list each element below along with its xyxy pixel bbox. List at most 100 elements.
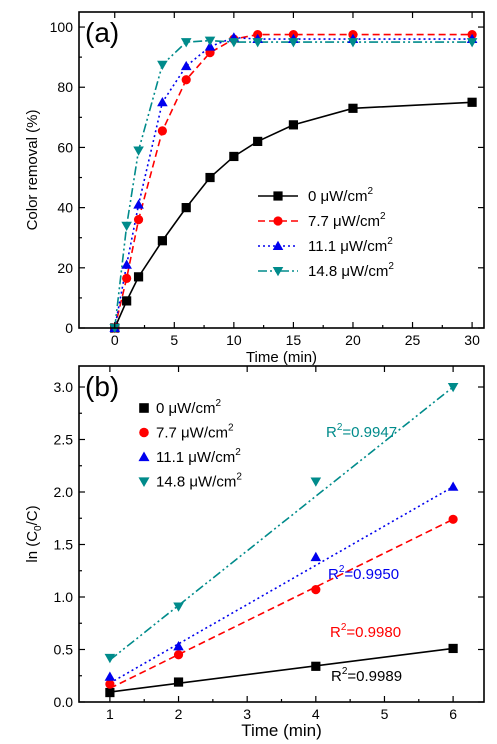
- r2-main: R: [326, 424, 337, 441]
- y-axis-label: Color removal (%): [24, 110, 41, 231]
- legend-entry: 7.7 μW/cm2: [156, 423, 234, 442]
- data-point: [157, 126, 167, 136]
- r2-rest: =0.9980: [346, 624, 401, 641]
- data-point: [253, 136, 263, 147]
- data-point: [448, 514, 458, 524]
- r2-sup: 2: [341, 622, 347, 633]
- data-point: [104, 653, 116, 664]
- data-point: [288, 120, 299, 130]
- x-axis-label: Time (min): [241, 721, 322, 740]
- y-tick-label: 0.5: [54, 642, 74, 658]
- data-point: [348, 103, 358, 113]
- y-tick-label: 2.5: [54, 432, 74, 448]
- data-point: [310, 551, 322, 562]
- data-point: [173, 650, 184, 660]
- y-tick-label: 20: [57, 260, 73, 276]
- series-line: [113, 33, 473, 329]
- x-tick-label: 5: [170, 332, 178, 348]
- series-line: [109, 386, 454, 661]
- legend-entry-sup: 2: [235, 447, 241, 458]
- legend-entry-text: 7.7 μW/cm: [308, 213, 380, 230]
- legend-entry-text: 14.8 μW/cm: [308, 263, 388, 280]
- data-point: [311, 661, 321, 671]
- legend-entry-sup: 2: [367, 186, 373, 197]
- r2-rest: =0.9989: [347, 668, 402, 685]
- legend-marker: [273, 191, 283, 201]
- legend-entry-sup: 2: [387, 236, 393, 247]
- legend-marker: [139, 403, 149, 413]
- r2-annotation: R2=0.9980: [330, 622, 401, 641]
- data-point: [104, 671, 116, 681]
- chart-panel-a: 0 5 10 15 20 25 30 0 20 40 60 80 100 Time (min) Color …: [24, 11, 485, 366]
- data-point: [252, 38, 263, 48]
- data-point: [105, 687, 115, 698]
- r2-rest: =0.9950: [344, 566, 399, 583]
- data-point: [228, 38, 240, 48]
- data-point: [173, 677, 184, 687]
- legend-entry-text: 11.1 μW/cm: [308, 238, 387, 255]
- r2-rest: =0.9947: [342, 424, 397, 441]
- y-axis-label-end: /C): [24, 505, 41, 525]
- legend-entry-text: 7.7 μW/cm: [156, 425, 228, 442]
- legend-entry: 14.8 μW/cm2: [308, 261, 394, 280]
- x-tick-label: 0: [111, 332, 119, 348]
- data-point: [311, 585, 321, 595]
- legend-entry-sup: 2: [388, 261, 394, 272]
- y-tick-label: 1.5: [54, 537, 74, 553]
- legend-entry-sup: 2: [236, 472, 242, 483]
- x-tick-label: 4: [312, 706, 320, 722]
- r2-annotation: R2=0.9947: [326, 422, 397, 441]
- legend-marker: [272, 267, 284, 277]
- series-line: [113, 36, 473, 329]
- data-point: [447, 383, 459, 393]
- y-tick-label: 3.0: [54, 379, 74, 395]
- data-point: [133, 146, 144, 156]
- data-point: [157, 96, 168, 107]
- data-point: [181, 203, 191, 213]
- y-axis-label: ln (C0/C): [24, 505, 44, 562]
- x-tick-label: 1: [106, 706, 114, 722]
- data-point: [121, 221, 132, 231]
- r2-annotation: R2=0.9989: [331, 666, 402, 685]
- data-point: [347, 38, 359, 48]
- y-axis-label-sub: 0: [33, 525, 44, 531]
- x-tick-label: 2: [175, 706, 183, 722]
- series-line: [109, 486, 454, 684]
- legend-entry-text: 0 μW/cm: [156, 400, 215, 417]
- series-line: [109, 647, 454, 693]
- series-line: [109, 518, 454, 690]
- y-tick-label: 40: [57, 200, 73, 216]
- r2-sup: 2: [342, 666, 348, 677]
- data-point: [173, 602, 184, 612]
- data-point: [122, 296, 132, 306]
- r2-main: R: [331, 668, 342, 685]
- x-tick-label: 20: [345, 332, 361, 348]
- data-point: [448, 643, 458, 654]
- series-line: [114, 101, 473, 329]
- legend-marker: [138, 451, 150, 462]
- x-tick-label: 25: [405, 332, 421, 348]
- legend-entry-sup: 2: [228, 423, 234, 434]
- y-tick-label: 0: [65, 320, 73, 336]
- legend-entry-text: 11.1 μW/cm: [156, 449, 235, 466]
- y-tick-label: 60: [57, 139, 73, 155]
- r2-annotation: R2=0.9950: [328, 564, 399, 583]
- data-point: [180, 38, 192, 48]
- r2-main: R: [328, 566, 339, 583]
- plot-frame: [78, 11, 485, 329]
- legend-entry-sup: 2: [215, 398, 221, 409]
- panel-label: (a): [85, 17, 119, 48]
- data-point: [157, 236, 167, 246]
- data-point: [133, 215, 144, 225]
- x-tick-label: 6: [449, 706, 457, 722]
- r2-sup: 2: [339, 564, 345, 575]
- x-tick-label: 5: [381, 706, 389, 722]
- data-point: [157, 60, 168, 70]
- data-point: [466, 38, 478, 48]
- y-tick-label: 1.0: [54, 589, 74, 605]
- legend-marker: [273, 216, 283, 226]
- data-point: [310, 477, 322, 487]
- data-point: [467, 97, 477, 107]
- panel-label: (b): [85, 371, 119, 402]
